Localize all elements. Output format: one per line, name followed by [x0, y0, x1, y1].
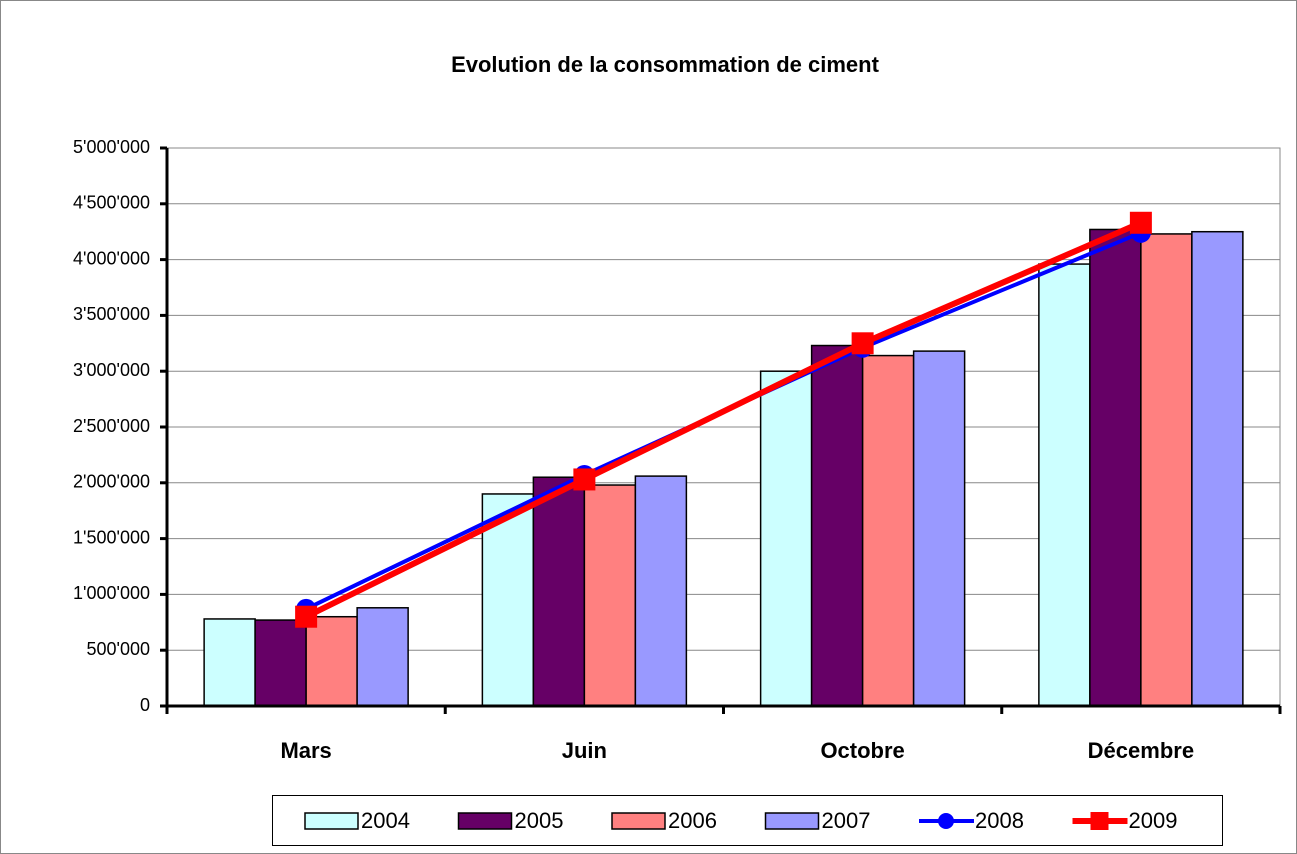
y-tick-label: 2'500'000 — [73, 416, 150, 436]
y-tick-label: 4'500'000 — [73, 193, 150, 213]
legend-swatch — [764, 812, 820, 830]
y-tick-label: 3'500'000 — [73, 304, 150, 324]
bar — [481, 493, 535, 707]
x-tick-label: Juin — [562, 738, 607, 763]
bar — [305, 615, 358, 707]
bar — [1038, 263, 1091, 707]
y-tick-label: 1'500'000 — [73, 527, 150, 547]
bar — [912, 350, 966, 707]
bar — [861, 354, 915, 707]
y-tick-label: 5'000'000 — [73, 137, 150, 157]
line — [304, 220, 1143, 620]
legend-box — [272, 795, 1223, 846]
legend-label: 2004 — [361, 808, 410, 833]
bar — [583, 484, 637, 707]
bar — [1089, 228, 1142, 707]
y-tick-label: 3'000'000 — [73, 360, 150, 380]
bar — [634, 475, 688, 707]
legend-label: 2005 — [515, 808, 564, 833]
legend-swatch — [611, 812, 666, 830]
y-tick-label: 1'000'000 — [73, 583, 150, 603]
x-tick-label: Décembre — [1088, 738, 1194, 763]
x-tick-label: Octobre — [820, 738, 904, 763]
legend-swatch — [304, 812, 359, 830]
bar — [203, 618, 256, 707]
line-marker — [573, 468, 596, 491]
line-marker — [1129, 211, 1152, 234]
y-tick-label: 0 — [140, 695, 150, 715]
bar — [1191, 230, 1244, 707]
bar — [1140, 233, 1193, 707]
bar — [254, 619, 307, 707]
bar — [532, 476, 586, 707]
legend-label: 2008 — [975, 808, 1024, 833]
bar — [759, 370, 813, 707]
y-tick-label: 4'000'000 — [73, 248, 150, 268]
bar — [810, 344, 864, 707]
legend-label: 2007 — [822, 808, 871, 833]
legend-label: 2009 — [1129, 808, 1178, 833]
chart-title: Evolution de la consommation de ciment — [451, 52, 880, 77]
legend-swatch — [457, 812, 513, 830]
legend-label: 2006 — [668, 808, 717, 833]
x-tick-label: Mars — [280, 738, 331, 763]
y-tick-label: 2'000'000 — [73, 472, 150, 492]
y-tick-label: 500'000 — [86, 639, 150, 659]
legend-marker — [1090, 812, 1109, 830]
bar — [356, 607, 409, 707]
line-marker — [295, 605, 318, 628]
legend-marker — [938, 813, 954, 829]
line-marker — [851, 332, 874, 355]
